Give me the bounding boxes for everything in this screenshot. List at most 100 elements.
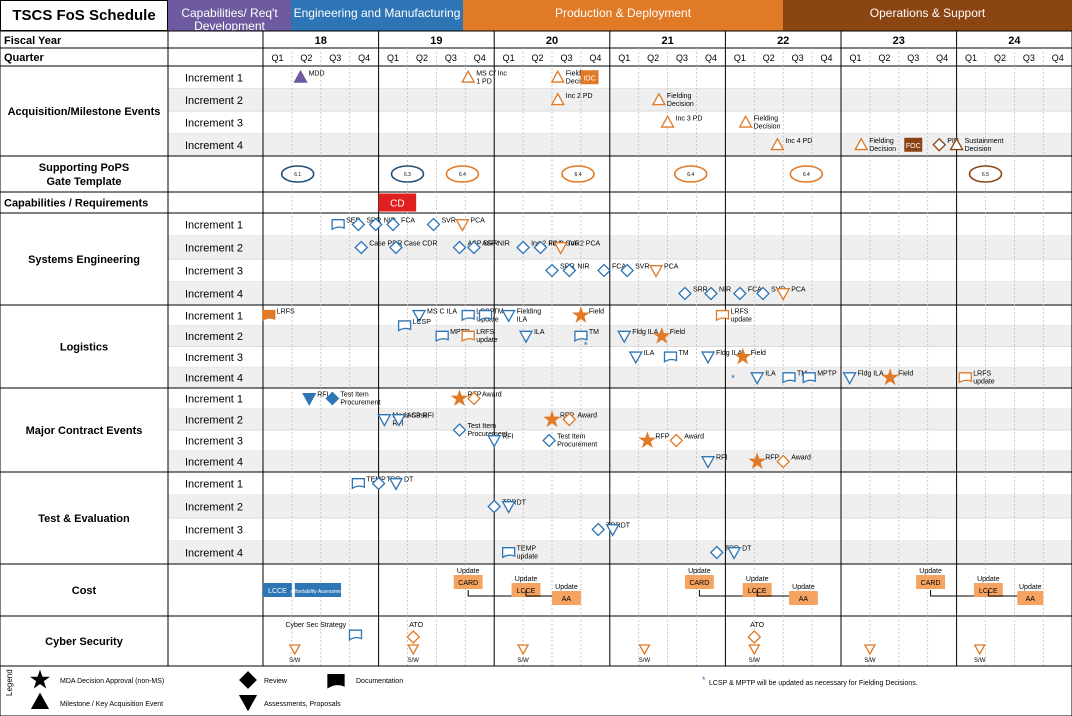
assessment-triangle — [776, 288, 791, 301]
zebra-row — [168, 409, 1072, 430]
legend-star-icon — [30, 669, 50, 689]
sw-triangle — [863, 644, 877, 656]
legend-note: LCSP & MPTP will be updated as necessary… — [709, 680, 918, 687]
cyber-label: ATO — [409, 622, 423, 629]
pops-gate-ellipse — [445, 165, 480, 183]
legend-document-icon — [327, 673, 345, 689]
legend-box — [0, 665, 1072, 716]
pops-gate-ellipse — [968, 165, 1003, 183]
event-label: Inc 3 PD — [676, 115, 703, 122]
document-shape — [348, 629, 363, 641]
event-label: MS C/ Inc — [476, 70, 507, 77]
cost-box — [916, 575, 946, 589]
increment-label: Increment 4 — [185, 289, 243, 301]
event-label: Award — [684, 434, 704, 441]
cost-box — [1017, 591, 1044, 605]
review-diamond — [325, 391, 340, 406]
event-label: FCA — [748, 287, 762, 294]
assessment-triangle — [455, 219, 470, 232]
year-label: 22 — [777, 35, 789, 47]
event-label: ASP SRR — [468, 241, 499, 248]
milestone-triangle — [738, 114, 753, 128]
review-diamond — [620, 263, 635, 278]
event-label: Fielding — [754, 115, 779, 122]
zebra-row — [168, 541, 1072, 564]
increment-label: Increment 2 — [185, 331, 243, 343]
milestone-triangle — [854, 137, 869, 151]
event-label: TM — [494, 308, 504, 315]
cost-box-label: LCCE — [268, 588, 287, 595]
sw-label: S/W — [749, 658, 761, 664]
phase-capabilities: Capabilities/ Req't Development — [168, 0, 291, 33]
pops-gate-ellipse — [390, 165, 425, 183]
event-label: Fielding — [667, 93, 692, 100]
cost-box — [788, 591, 818, 605]
review-diamond — [776, 454, 791, 469]
assessment-triangle — [842, 372, 857, 385]
event-label: Test Item — [468, 423, 497, 430]
quarter-tick-label: Q2 — [878, 53, 890, 63]
assessment-triangle — [628, 351, 643, 365]
increment-label: Increment 2 — [185, 243, 243, 255]
decision-star — [638, 431, 657, 449]
sw-label: S/W — [289, 658, 301, 664]
zebra-row — [168, 495, 1072, 518]
quarter-tick-label: Q4 — [474, 53, 486, 63]
event-label: MDD — [309, 70, 325, 77]
event-label: Sustainment — [965, 138, 1004, 145]
event-label: update — [731, 316, 753, 323]
milestone-triangle — [651, 92, 667, 106]
review-diamond — [678, 286, 692, 301]
zebra-row — [168, 282, 1072, 305]
review-diamond — [516, 240, 531, 255]
pops-gate-ellipse — [280, 165, 315, 183]
year-label: 20 — [546, 35, 558, 47]
cost-update-label: Update — [746, 576, 769, 583]
section-label: Gate Template — [47, 176, 122, 188]
document-shape — [715, 309, 730, 322]
event-label: PCA — [470, 218, 485, 225]
event-label: TM — [589, 329, 599, 336]
assessment-triangle — [617, 330, 632, 344]
cost-arrow — [756, 590, 789, 597]
milestone-triangle — [293, 69, 308, 83]
event-label: DT — [742, 546, 752, 553]
event-label: RFP — [765, 455, 779, 462]
event-label: Decision — [754, 123, 781, 130]
cost-update-label: Update — [457, 568, 480, 575]
document-shape — [435, 330, 449, 343]
legend-diamond-label: Review — [264, 678, 288, 685]
review-diamond — [533, 240, 548, 255]
document-shape — [802, 372, 816, 384]
quarter-tick-label: Q3 — [560, 53, 572, 63]
legend-inverted-triangle-icon — [238, 694, 258, 712]
event-label: Mods Case — [392, 413, 428, 420]
review-diamond — [406, 630, 421, 644]
phase-operations: Operations & Support — [783, 0, 1072, 31]
cost-box — [263, 583, 292, 597]
quarter-tick-label: Q1 — [503, 53, 515, 63]
event-label: Inc 2 PD — [566, 93, 593, 100]
event-label: ILA — [765, 371, 776, 378]
sw-label: S/W — [517, 658, 529, 664]
event-label: RFI — [716, 455, 727, 462]
assessment-triangle — [487, 435, 502, 448]
document-shape — [478, 309, 493, 322]
phase-production: Production & Deployment — [463, 0, 783, 31]
section-label: Cost — [72, 585, 97, 597]
assessment-triangle — [700, 456, 716, 469]
event-label: Decision — [869, 146, 896, 153]
review-diamond — [542, 433, 557, 448]
quarter-tick-label: Q2 — [994, 53, 1006, 63]
event-label: DT — [517, 500, 527, 507]
sw-triangle — [407, 644, 420, 656]
quarter-tick-label: Q3 — [1023, 53, 1035, 63]
event-box — [904, 137, 923, 152]
increment-label: Increment 1 — [185, 310, 243, 322]
event-label: MS C ILA — [427, 308, 457, 315]
event-label: Procurement — [340, 400, 380, 407]
event-label: SRR — [693, 287, 708, 294]
milestone-triangle — [660, 114, 675, 128]
section-label: Capabilities / Requirements — [4, 198, 148, 210]
